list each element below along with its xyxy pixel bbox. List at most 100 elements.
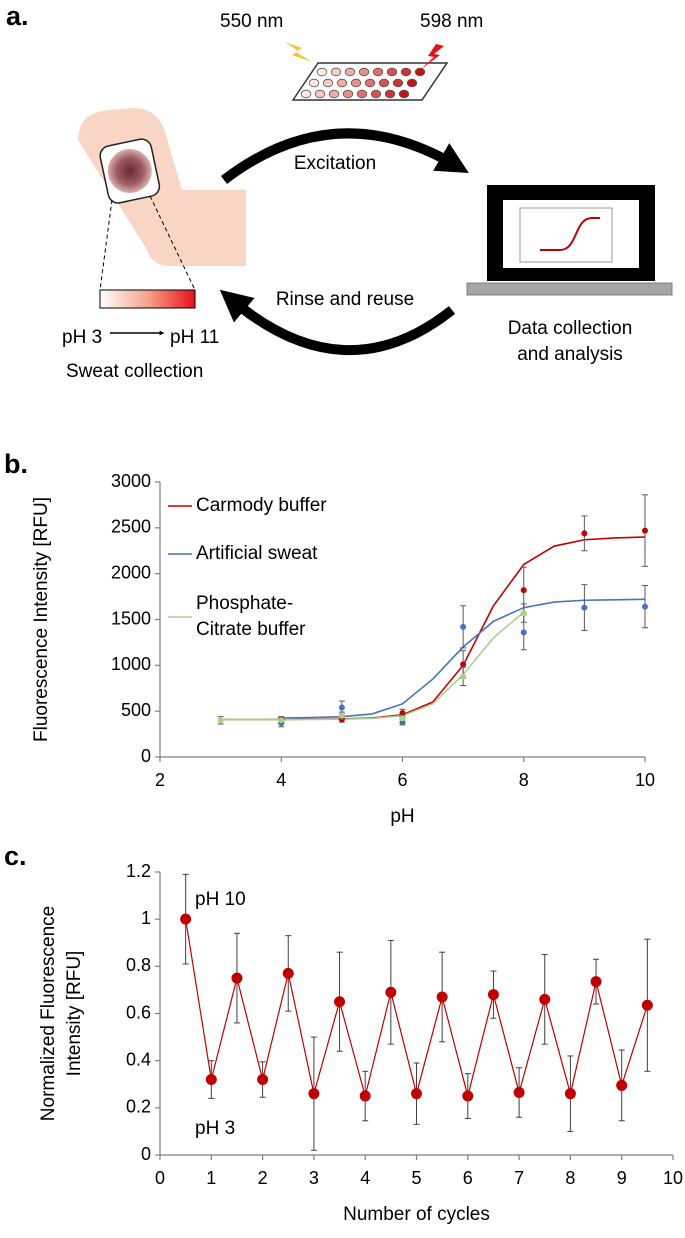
x-tick-label: 10	[635, 770, 655, 790]
y-tick-label: 1500	[111, 608, 151, 628]
y-tick-label: 2000	[111, 562, 151, 582]
well	[364, 78, 376, 88]
well	[356, 89, 368, 99]
data-point	[436, 991, 448, 1003]
text-line: Phosphate-	[196, 593, 293, 614]
y-tick-label: 0.2	[126, 1097, 151, 1117]
fit-curve	[220, 611, 525, 721]
data-point	[205, 1074, 217, 1086]
well	[336, 78, 348, 88]
y-tick-label: 0.6	[126, 1002, 151, 1022]
x-tick-label: 4	[360, 1168, 370, 1188]
arrow-arc	[219, 289, 456, 356]
data-point	[334, 996, 346, 1008]
patch	[99, 138, 161, 204]
well	[400, 67, 412, 77]
data-point	[308, 1088, 320, 1100]
data-point	[641, 999, 653, 1011]
data-point	[385, 986, 397, 998]
x-tick-label: 7	[514, 1168, 524, 1188]
x-tick-label: 8	[519, 770, 529, 790]
x-tick-label: 4	[276, 770, 286, 790]
mini-chart	[519, 207, 613, 263]
x-tick-label: 6	[463, 1168, 473, 1188]
ph-low: pH 3	[62, 327, 102, 348]
x-axis-label: pH	[390, 806, 414, 827]
data-point	[513, 1087, 525, 1099]
ph-high: pH 11	[170, 327, 219, 348]
y-tick-label: 500	[121, 700, 151, 720]
data-point	[359, 1090, 371, 1102]
legend-label: Carmody buffer	[196, 495, 327, 516]
y-tick-label: 0	[141, 746, 151, 766]
data-point	[257, 1074, 269, 1086]
well	[406, 78, 418, 88]
data-point	[282, 967, 294, 979]
y-tick-label: 0.8	[126, 955, 151, 975]
text-line: Intensity [RFU]	[64, 951, 85, 1077]
well	[316, 67, 328, 77]
laptop-base	[466, 282, 673, 296]
data-point	[487, 989, 499, 1001]
data-point	[338, 712, 345, 719]
data-point	[581, 604, 588, 611]
data-point	[581, 530, 588, 537]
well	[386, 67, 398, 77]
data-point	[180, 913, 192, 925]
data-point	[590, 976, 602, 988]
well	[372, 67, 384, 77]
x-tick-label: 10	[663, 1168, 683, 1188]
data-point	[217, 717, 224, 724]
data-point	[399, 715, 406, 722]
data-point	[462, 1090, 474, 1102]
well	[378, 78, 390, 88]
wavelength: 550 nm	[220, 11, 283, 32]
y-axis-label: Fluorescence Intensity [RFU]	[31, 497, 52, 742]
data-point	[642, 603, 648, 610]
well	[344, 67, 356, 77]
x-axis-label: Number of cycles	[343, 1204, 490, 1225]
dashed-line	[149, 195, 196, 291]
well	[342, 89, 354, 99]
well	[398, 89, 410, 99]
x-tick-label: 2	[155, 770, 165, 790]
well	[350, 78, 362, 88]
data-point	[520, 610, 527, 617]
panel-label: b.	[4, 449, 28, 479]
dashed-line	[99, 199, 113, 291]
well	[358, 67, 370, 77]
data-point	[460, 623, 467, 630]
data-point	[411, 1088, 422, 1100]
x-tick-label: 5	[411, 1168, 421, 1188]
y-tick-label: 0	[141, 1144, 151, 1164]
mini-curve	[540, 217, 600, 251]
legend-label: Phosphate- Citrate buffer	[196, 593, 306, 640]
well	[300, 89, 312, 99]
wavelength: 598 nm	[420, 11, 483, 32]
arrow-label: Rinse and reuse	[276, 289, 414, 310]
well	[414, 67, 426, 77]
well	[328, 89, 340, 99]
text-line: Normalized Fluorescence	[38, 906, 59, 1121]
x-tick-label: 0	[155, 1168, 165, 1188]
well	[330, 67, 342, 77]
y-tick-label: 2500	[111, 517, 151, 537]
x-tick-label: 1	[206, 1168, 216, 1188]
legend-label: Artificial sweat	[196, 543, 318, 564]
panel-label: c.	[4, 841, 27, 871]
well	[392, 78, 404, 88]
data-point	[539, 993, 551, 1005]
well	[322, 78, 334, 88]
text-line: and analysis	[517, 344, 623, 365]
data-point	[564, 1088, 576, 1100]
y-tick-label: 0.4	[126, 1049, 151, 1069]
bolt	[285, 42, 312, 62]
data-point	[520, 587, 527, 594]
well	[314, 89, 326, 99]
x-tick-label: 6	[397, 770, 407, 790]
y-tick-label: 1	[141, 908, 151, 928]
well	[370, 89, 382, 99]
data-point	[460, 673, 467, 680]
annotation: pH 10	[195, 889, 246, 910]
